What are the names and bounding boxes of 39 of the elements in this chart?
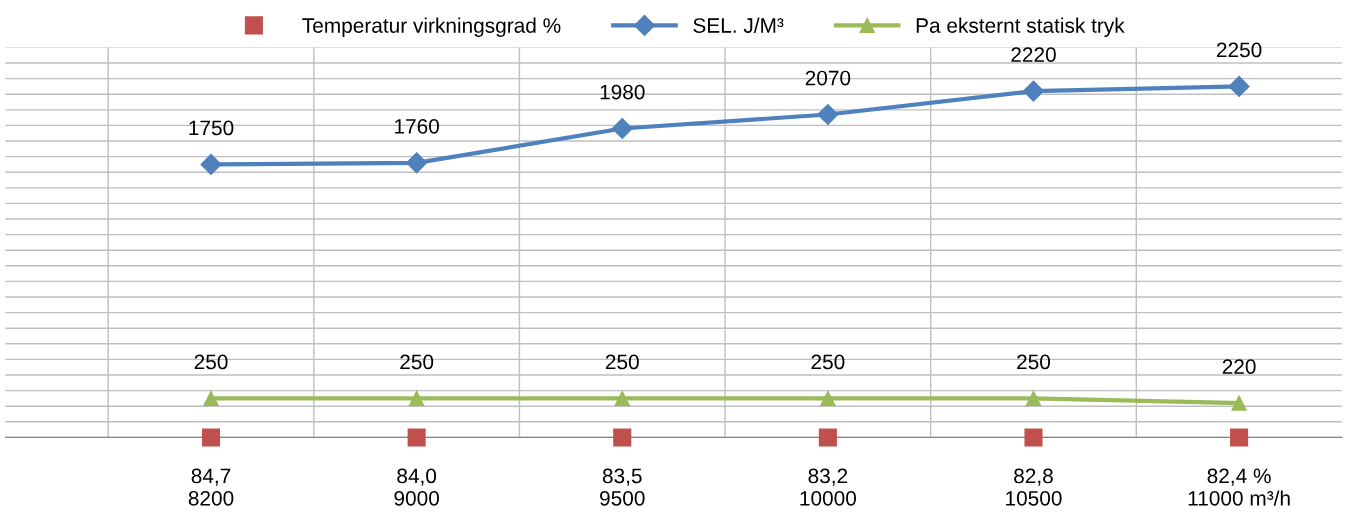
legend-label: Pa eksternt statisk tryk: [916, 17, 1125, 38]
data-label: 250: [194, 354, 228, 370]
point: [817, 103, 839, 126]
legend-label: SEL. J/M³: [693, 17, 784, 33]
data-label: 250: [605, 354, 639, 370]
point: [201, 428, 221, 447]
x-tick-label: 83,5 9500: [600, 468, 645, 506]
data-label: 1760: [395, 118, 439, 134]
point: [203, 390, 219, 407]
x-tick-label: 82,8 10500: [1006, 468, 1062, 506]
data-label: 1750: [189, 120, 234, 136]
data-label: 1980: [600, 84, 645, 100]
data-label: 250: [811, 354, 845, 370]
data-label: 2070: [805, 70, 851, 86]
point: [408, 390, 425, 407]
legend-label: Temperatur virkningsgrad %: [302, 17, 561, 38]
point: [613, 428, 632, 447]
point: [611, 118, 633, 140]
data-label: 220: [1222, 359, 1256, 374]
x-tick-label: 82,4 % 11000 m³/h: [1188, 468, 1290, 506]
point: [1228, 75, 1250, 97]
point: [406, 152, 428, 174]
data-label: 2250: [1216, 42, 1262, 58]
point: [200, 153, 222, 175]
data-label: 2220: [1011, 47, 1056, 62]
point: [1025, 390, 1042, 407]
point: [818, 428, 837, 447]
point: [614, 390, 630, 407]
data-label: 250: [1017, 354, 1051, 370]
x-tick-label: 83,2 10000: [800, 468, 857, 506]
point: [1231, 395, 1247, 411]
point: [1024, 428, 1043, 447]
x-tick-label: 84,0 9000: [394, 468, 439, 506]
point: [1230, 428, 1249, 447]
point: [820, 390, 836, 407]
x-tick-label: 84,7 8200: [188, 468, 234, 506]
point: [407, 428, 426, 447]
point: [1022, 80, 1044, 102]
data-label: 250: [400, 354, 434, 370]
